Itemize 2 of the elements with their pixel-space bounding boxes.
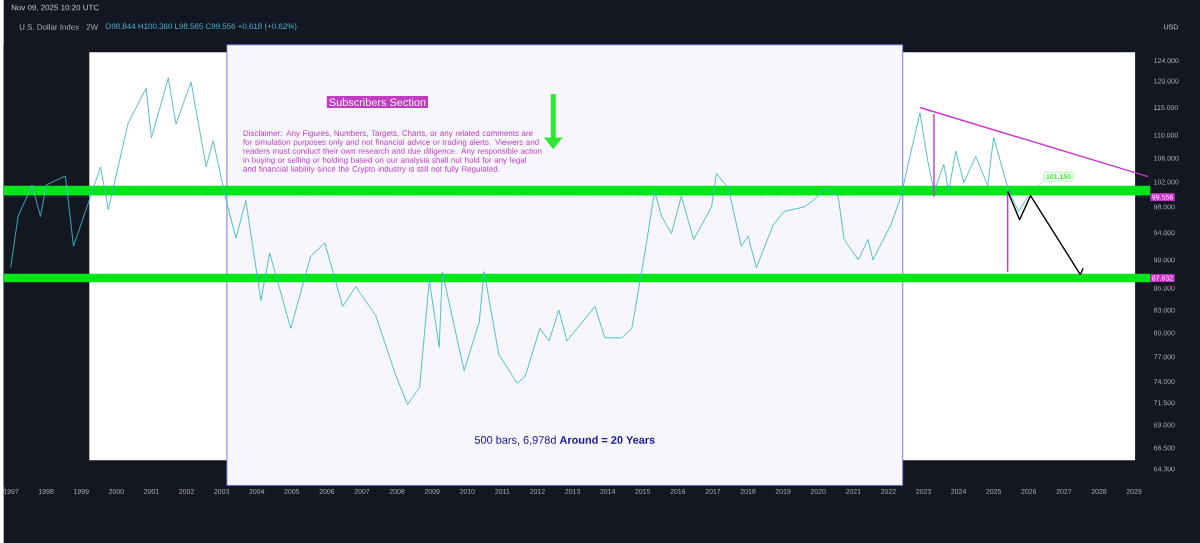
annotation: Subscribers Section [329,97,426,106]
band-label: 500 bars, 6,978d Around = 20 Years [474,435,655,445]
